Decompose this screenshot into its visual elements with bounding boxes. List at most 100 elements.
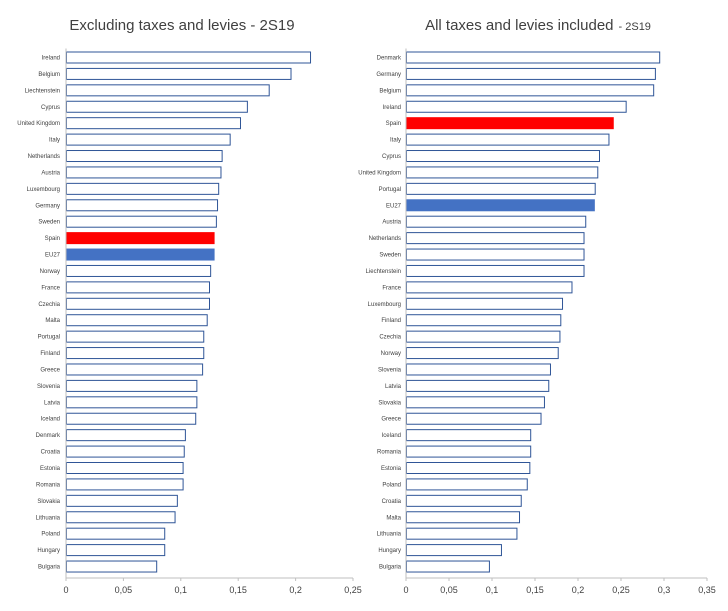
- left-category-label-liechtenstein: Liechtenstein: [25, 88, 60, 94]
- right-chart-title-group: All taxes and levies included - 2S19: [425, 17, 651, 34]
- left-bar-iceland: [66, 412, 197, 425]
- right-category-label-denmark: Denmark: [377, 56, 402, 62]
- left-chart-title: Excluding taxes and levies - 2S19: [69, 17, 294, 34]
- right-category-label-estonia: Estonia: [381, 466, 402, 472]
- left-bar-poland: [66, 527, 166, 540]
- right-bar-cyprus: [406, 150, 600, 163]
- right-category-label-belgium: Belgium: [379, 88, 401, 94]
- left-tick-label: 0,15: [229, 585, 247, 595]
- left-category-label-estonia: Estonia: [40, 466, 61, 472]
- left-category-label-croatia: Croatia: [41, 450, 61, 456]
- left-bar-estonia: [66, 462, 184, 474]
- right-bar-latvia: [406, 379, 550, 392]
- left-category-label-cyprus: Cyprus: [41, 105, 60, 111]
- left-bar-spain: [66, 232, 215, 245]
- right-bar-liechtenstein: [406, 264, 585, 277]
- left-category-label-latvia: Latvia: [44, 400, 61, 406]
- right-x-axis: 0 0,05 0,1 0,15 0,2 0,25 0,3 0,35: [403, 48, 716, 595]
- right-bar-croatia: [406, 494, 522, 507]
- left-bar-portugal: [66, 330, 205, 343]
- right-bar-eu27: [406, 199, 595, 212]
- right-tick-label: 0: [403, 585, 408, 595]
- left-bar-eu27: [66, 248, 215, 261]
- right-bar-poland: [406, 478, 528, 491]
- left-category-label-belgium: Belgium: [38, 72, 60, 78]
- left-category-label-iceland: Iceland: [41, 417, 60, 423]
- right-bar-belgium: [406, 84, 655, 97]
- left-category-label-sweden: Sweden: [38, 220, 60, 226]
- left-category-label-eu27: EU27: [45, 253, 61, 259]
- left-bar-slovakia: [66, 494, 178, 507]
- right-bar-denmark: [406, 51, 661, 64]
- right-category-label-united-kingdom: United Kingdom: [358, 170, 401, 176]
- right-bar-sweden: [406, 248, 585, 261]
- left-bar-netherlands: [66, 150, 223, 163]
- right-category-label-malta: Malta: [386, 515, 401, 521]
- left-category-label-czechia: Czechia: [38, 302, 60, 308]
- right-bar-france: [406, 281, 573, 294]
- left-category-label-ireland: Ireland: [42, 56, 60, 62]
- right-bar-hungary: [406, 544, 502, 557]
- left-bar-slovenia: [66, 379, 198, 392]
- left-bars: Ireland Belgium Liechtenstein Cyprus United …: [17, 51, 312, 573]
- left-category-label-netherlands: Netherlands: [28, 154, 60, 160]
- right-category-label-netherlands: Netherlands: [369, 236, 401, 242]
- right-category-label-norway: Norway: [381, 351, 401, 357]
- left-bar-belgium: [66, 67, 292, 80]
- right-bar-slovakia: [406, 396, 545, 409]
- right-category-label-ireland: Ireland: [383, 105, 401, 111]
- left-bar-lithuania: [66, 511, 176, 524]
- right-tick-label: 0,25: [612, 585, 630, 595]
- right-category-label-austria: Austria: [382, 220, 401, 226]
- left-category-label-france: France: [41, 285, 60, 291]
- left-category-label-denmark: Denmark: [36, 433, 61, 439]
- left-bar-denmark: [66, 429, 186, 442]
- left-category-label-greece: Greece: [40, 367, 60, 373]
- left-category-label-spain: Spain: [45, 236, 60, 242]
- left-bar-czechia: [66, 297, 210, 310]
- left-tick-label: 0,25: [344, 585, 362, 595]
- right-bar-germany: [406, 67, 656, 80]
- right-category-label-latvia: Latvia: [385, 384, 402, 390]
- left-bar-liechtenstein: [66, 84, 270, 97]
- right-category-label-germany: Germany: [376, 72, 401, 78]
- right-category-label-italy: Italy: [390, 138, 401, 144]
- left-bar-bulgaria: [66, 560, 158, 573]
- right-tick-label: 0,05: [440, 585, 458, 595]
- left-category-label-luxembourg: Luxembourg: [27, 187, 60, 193]
- right-chart-subtitle: - 2S19: [619, 21, 651, 33]
- right-bar-norway: [406, 347, 559, 360]
- right-category-label-lithuania: Lithuania: [377, 532, 402, 538]
- left-category-label-austria: Austria: [41, 170, 60, 176]
- left-bar-sweden: [66, 215, 217, 228]
- left-bar-finland: [66, 347, 205, 360]
- right-category-label-romania: Romania: [377, 450, 402, 456]
- left-category-label-poland: Poland: [41, 532, 60, 538]
- right-category-label-slovakia: Slovakia: [378, 400, 401, 406]
- left-tick-label: 0,05: [115, 585, 133, 595]
- left-category-label-malta: Malta: [45, 318, 60, 324]
- right-tick-label: 0,1: [486, 585, 499, 595]
- right-category-label-portugal: Portugal: [379, 187, 401, 193]
- right-tick-label: 0,15: [526, 585, 544, 595]
- left-bar-greece: [66, 363, 204, 376]
- right-category-label-spain: Spain: [386, 121, 401, 127]
- right-bar-portugal: [406, 182, 596, 195]
- left-category-label-germany: Germany: [35, 203, 60, 209]
- right-category-label-slovenia: Slovenia: [378, 367, 402, 373]
- right-category-label-hungary: Hungary: [378, 548, 401, 554]
- left-bar-hungary: [66, 544, 166, 557]
- right-bar-finland: [406, 314, 562, 327]
- left-bar-germany: [66, 199, 219, 212]
- right-category-label-sweden: Sweden: [379, 253, 401, 259]
- right-category-label-eu27: EU27: [386, 203, 402, 209]
- left-tick-label: 0,1: [175, 585, 188, 595]
- left-category-label-portugal: Portugal: [38, 335, 60, 341]
- left-bar-norway: [66, 264, 212, 277]
- right-chart-title: All taxes and levies included: [425, 17, 613, 34]
- left-category-label-united-kingdom: United Kingdom: [17, 121, 60, 127]
- right-bar-netherlands: [406, 232, 585, 245]
- right-bar-estonia: [406, 462, 531, 474]
- left-category-label-bulgaria: Bulgaria: [38, 565, 61, 571]
